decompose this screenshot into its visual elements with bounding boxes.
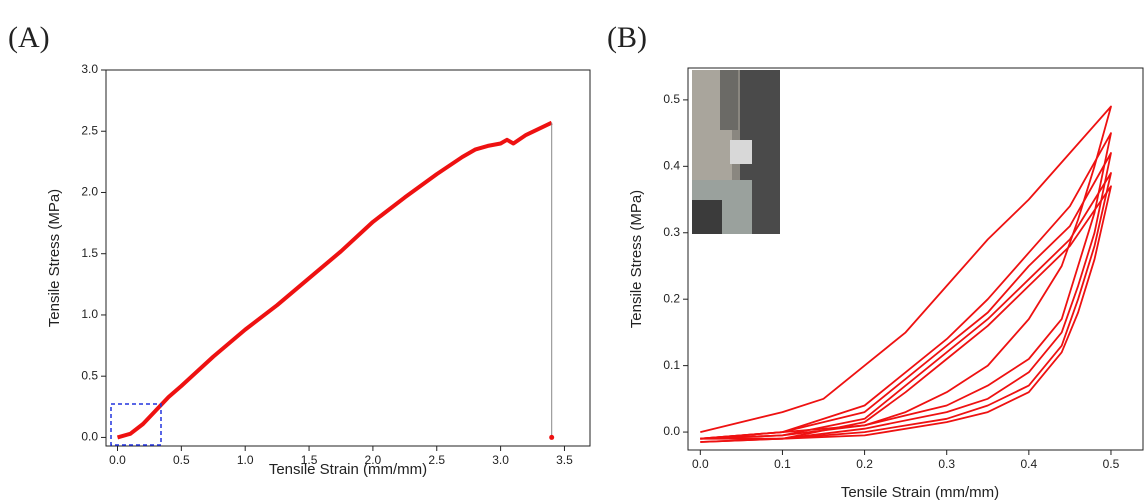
x-tick-label: 0.5	[173, 453, 190, 467]
y-tick-label: 0.5	[663, 92, 680, 106]
data-line	[700, 185, 1112, 443]
x-tick-label: 0.3	[938, 457, 955, 471]
x-tick-label: 0.5	[1103, 457, 1120, 471]
y-tick-label: 0.0	[81, 430, 98, 444]
y-tick-label: 0.3	[663, 225, 680, 239]
inset-photo	[692, 70, 780, 234]
panel-label: (B)	[607, 21, 647, 54]
y-tick-label: 1.0	[81, 307, 98, 321]
x-tick-label: 1.0	[237, 453, 254, 467]
zoom-box	[110, 403, 162, 446]
end-point	[549, 434, 555, 440]
x-axis-title: Tensile Strain (mm/mm)	[841, 484, 999, 501]
x-tick-label: 0.0	[109, 453, 126, 467]
y-tick-label: 0.1	[663, 358, 680, 372]
y-tick-label: 2.0	[81, 185, 98, 199]
plot-frame	[105, 69, 591, 447]
y-tick-label: 0.4	[663, 158, 680, 172]
x-tick-label: 3.5	[556, 453, 573, 467]
y-tick-label: 0.0	[663, 424, 680, 438]
panel-a: (A) Tensile Strain (mm/mm) Tensile Stress …	[8, 21, 591, 478]
x-tick-label: 0.2	[856, 457, 873, 471]
x-tick-label: 2.0	[365, 453, 382, 467]
x-tick-label: 2.5	[428, 453, 445, 467]
y-tick-label: 0.2	[663, 291, 680, 305]
y-axis-title: Tensile Stress (MPa)	[46, 189, 63, 327]
x-axis-title: Tensile Strain (mm/mm)	[269, 461, 427, 478]
data-line	[700, 172, 1112, 443]
x-tick-label: 1.5	[301, 453, 318, 467]
data-line	[700, 152, 1112, 440]
x-tick-label: 0.1	[774, 457, 791, 471]
x-tick-label: 0.0	[692, 457, 709, 471]
panel-label: (A)	[8, 21, 50, 54]
y-axis-title: Tensile Stress (MPa)	[628, 190, 645, 328]
x-tick-label: 0.4	[1020, 457, 1037, 471]
y-tick-label: 1.5	[81, 246, 98, 260]
y-tick-label: 3.0	[81, 62, 98, 76]
data-line	[700, 132, 1112, 440]
y-tick-label: 2.5	[81, 123, 98, 137]
data-line	[700, 105, 1112, 440]
panel-b: (B) Tensile Strain (mm/mm) Tensile Stress …	[607, 21, 1144, 501]
y-tick-label: 0.5	[81, 368, 98, 382]
x-tick-label: 3.0	[492, 453, 509, 467]
plot-frame	[687, 67, 1144, 451]
data-line	[116, 120, 553, 440]
